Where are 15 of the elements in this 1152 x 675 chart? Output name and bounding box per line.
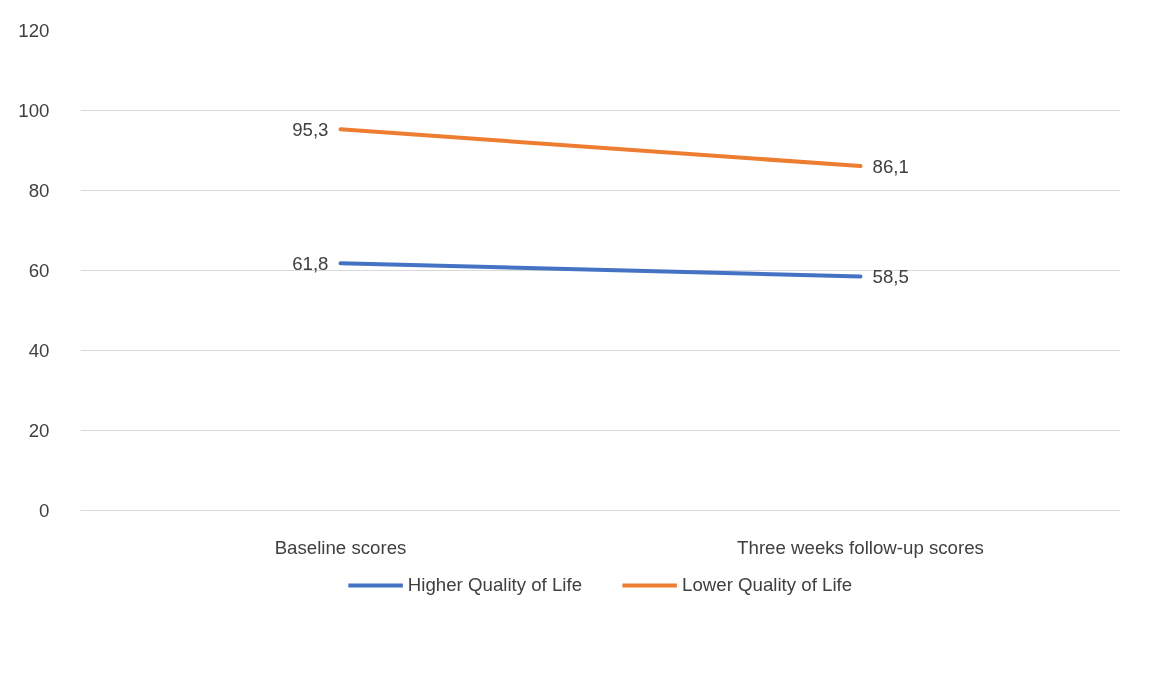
y-tick-label: 40 — [28, 340, 50, 361]
y-tick-label: 20 — [28, 420, 50, 441]
x-tick-label: Three weeks follow-up scores — [737, 536, 984, 558]
y-tick-label: 0 — [39, 500, 50, 521]
y-tick-label: 120 — [18, 20, 50, 41]
y-tick-label: 60 — [28, 260, 50, 281]
y-tick-label: 100 — [18, 100, 50, 121]
data-label: 95,3 — [292, 118, 329, 140]
y-tick-label: 80 — [28, 180, 50, 201]
data-label: 58,5 — [872, 266, 909, 287]
data-label: 86,1 — [872, 155, 909, 177]
legend-label: Higher Quality of Life — [407, 574, 583, 596]
data-label: 61,8 — [292, 252, 329, 274]
x-tick-label: Baseline scores — [274, 536, 407, 558]
legend-label: Lower Quality of Life — [682, 574, 853, 596]
